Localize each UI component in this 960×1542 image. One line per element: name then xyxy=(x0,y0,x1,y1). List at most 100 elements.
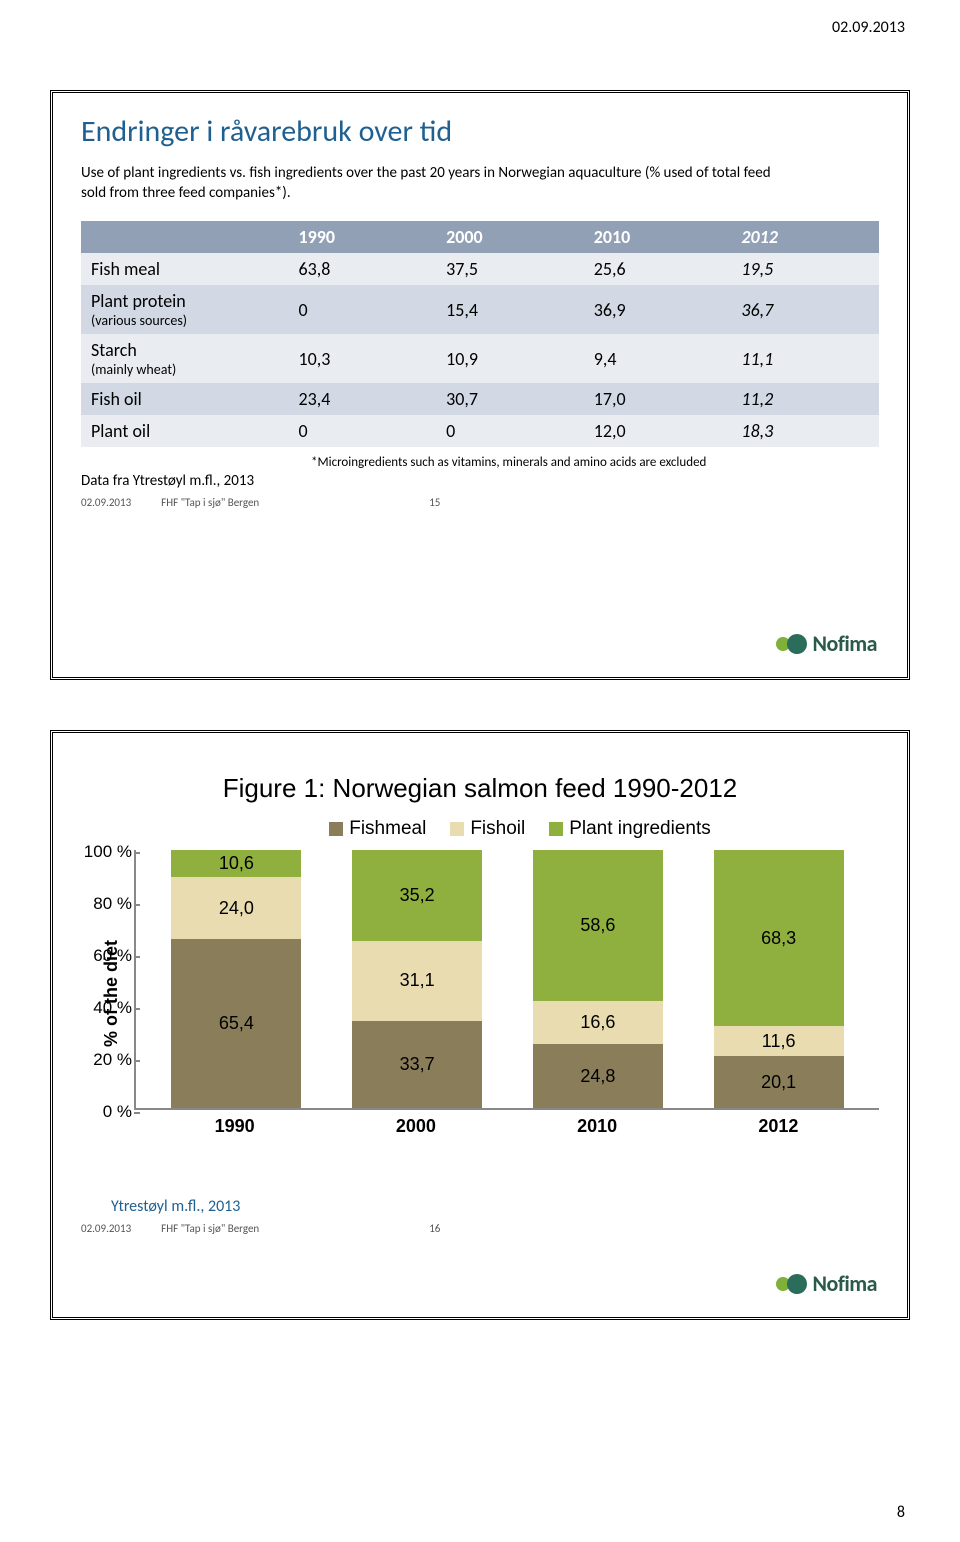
bar-segment-fishoil: 31,1 xyxy=(352,941,482,1021)
row-sublabel: (various sources) xyxy=(91,312,278,329)
cell: 23,4 xyxy=(288,383,436,415)
chart-plot: 100 %80 %60 %40 %20 %0 % 65,424,010,633,… xyxy=(134,850,879,1110)
bar-column: 24,816,658,6 xyxy=(533,850,663,1108)
legend-label: Plant ingredients xyxy=(569,818,711,840)
row-label: Fish meal xyxy=(81,253,288,285)
y-tick: 80 % xyxy=(74,894,132,914)
y-tick: 60 % xyxy=(74,946,132,966)
slide-2: Figure 1: Norwegian salmon feed 1990-201… xyxy=(50,730,910,1320)
chart-title: Figure 1: Norwegian salmon feed 1990-201… xyxy=(81,773,879,804)
cell: 10,3 xyxy=(288,334,436,383)
footer-date: 02.09.2013 xyxy=(81,496,131,509)
nofima-logo: Nofima xyxy=(775,1270,877,1297)
bar-segment-fishoil: 11,6 xyxy=(714,1026,844,1056)
slide1-subtitle: Use of plant ingredients vs. fish ingred… xyxy=(81,164,781,203)
table-row: Plant protein(various sources)015,436,93… xyxy=(81,285,879,334)
header-date: 02.09.2013 xyxy=(832,18,905,37)
slide1-footer: 02.09.2013 FHF "Tap i sjø" Bergen 15 xyxy=(81,496,879,509)
bar-column: 20,111,668,3 xyxy=(714,850,844,1108)
legend-item: Fishmeal xyxy=(329,818,426,840)
y-tick: 0 % xyxy=(74,1102,132,1122)
cell: 18,3 xyxy=(731,415,879,447)
footer-num: 15 xyxy=(429,496,440,509)
col-1990: 1990 xyxy=(288,221,436,253)
logo-icon xyxy=(775,631,809,657)
legend-item: Fishoil xyxy=(450,818,525,840)
col-2012: 2012 xyxy=(731,221,879,253)
cell: 0 xyxy=(288,285,436,334)
cell: 17,0 xyxy=(584,383,732,415)
bar-column: 33,731,135,2 xyxy=(352,850,482,1108)
slide1-title: Endringer i råvarebruk over tid xyxy=(81,113,879,150)
cell: 30,7 xyxy=(436,383,584,415)
logo-text: Nofima xyxy=(813,630,877,657)
footer-date: 02.09.2013 xyxy=(81,1222,131,1235)
legend-swatch xyxy=(450,822,464,836)
cell: 12,0 xyxy=(584,415,732,447)
bar-segment-fishmeal: 33,7 xyxy=(352,1021,482,1108)
bar-segment-fishmeal: 65,4 xyxy=(171,939,301,1108)
bar-segment-plant: 68,3 xyxy=(714,850,844,1026)
chart-legend: Fishmeal Fishoil Plant ingredients xyxy=(161,818,879,840)
legend-swatch xyxy=(549,822,563,836)
legend-label: Fishmeal xyxy=(349,818,426,840)
row-label: Plant oil xyxy=(81,415,288,447)
bar-segment-fishmeal: 20,1 xyxy=(714,1056,844,1108)
logo-icon xyxy=(775,1271,809,1297)
table-row: Starch(mainly wheat)10,310,99,411,1 xyxy=(81,334,879,383)
cell: 11,2 xyxy=(731,383,879,415)
x-tick: 1990 xyxy=(170,1116,300,1137)
bar-segment-fishmeal: 24,8 xyxy=(533,1044,663,1108)
bar-segment-plant: 58,6 xyxy=(533,850,663,1001)
slide-1: Endringer i råvarebruk over tid Use of p… xyxy=(50,90,910,680)
legend-item: Plant ingredients xyxy=(549,818,711,840)
x-axis: 1990 2000 2010 2012 xyxy=(134,1110,879,1137)
row-label: Starch(mainly wheat) xyxy=(81,334,288,383)
bar-segment-plant: 35,2 xyxy=(352,850,482,941)
cell: 36,9 xyxy=(584,285,732,334)
y-tick: 20 % xyxy=(74,1050,132,1070)
y-tick: 100 % xyxy=(74,842,132,862)
table-row: Fish oil23,430,717,011,2 xyxy=(81,383,879,415)
nofima-logo: Nofima xyxy=(775,630,877,657)
footnote: *Microingredients such as vitamins, mine… xyxy=(311,455,879,470)
col-2010: 2010 xyxy=(584,221,732,253)
footer-text: FHF "Tap i sjø" Bergen xyxy=(161,496,259,509)
x-tick: 2000 xyxy=(351,1116,481,1137)
cell: 0 xyxy=(288,415,436,447)
bar-segment-fishoil: 16,6 xyxy=(533,1001,663,1044)
legend-label: Fishoil xyxy=(470,818,525,840)
cell: 25,6 xyxy=(584,253,732,285)
chart-bars: 65,424,010,6 33,731,135,2 24,816,658,6 20,1… xyxy=(136,850,879,1108)
cell: 9,4 xyxy=(584,334,732,383)
col-blank xyxy=(81,221,288,253)
slide2-source: Ytrestøyl m.fl., 2013 xyxy=(111,1197,879,1216)
cell: 10,9 xyxy=(436,334,584,383)
ingredients-table: 1990 2000 2010 2012 Fish meal63,837,525,… xyxy=(81,221,879,447)
cell: 15,4 xyxy=(436,285,584,334)
logo-text: Nofima xyxy=(813,1270,877,1297)
page-number: 8 xyxy=(897,1503,905,1522)
x-tick: 2010 xyxy=(532,1116,662,1137)
cell: 37,5 xyxy=(436,253,584,285)
row-label: Fish oil xyxy=(81,383,288,415)
cell: 11,1 xyxy=(731,334,879,383)
footer-text: FHF "Tap i sjø" Bergen xyxy=(161,1222,259,1235)
legend-swatch xyxy=(329,822,343,836)
table-row: Fish meal63,837,525,619,5 xyxy=(81,253,879,285)
cell: 36,7 xyxy=(731,285,879,334)
cell: 63,8 xyxy=(288,253,436,285)
y-axis: 100 %80 %60 %40 %20 %0 % xyxy=(74,842,132,1118)
x-tick: 2012 xyxy=(713,1116,843,1137)
bar-segment-fishoil: 24,0 xyxy=(171,877,301,939)
row-label: Plant protein(various sources) xyxy=(81,285,288,334)
cell: 19,5 xyxy=(731,253,879,285)
row-sublabel: (mainly wheat) xyxy=(91,361,278,378)
col-2000: 2000 xyxy=(436,221,584,253)
footer-num: 16 xyxy=(429,1222,440,1235)
table-row: Plant oil0012,018,3 xyxy=(81,415,879,447)
y-tick: 40 % xyxy=(74,998,132,1018)
cell: 0 xyxy=(436,415,584,447)
bar-segment-plant: 10,6 xyxy=(171,850,301,877)
data-source: Data fra Ytrestøyl m.fl., 2013 xyxy=(81,472,879,490)
